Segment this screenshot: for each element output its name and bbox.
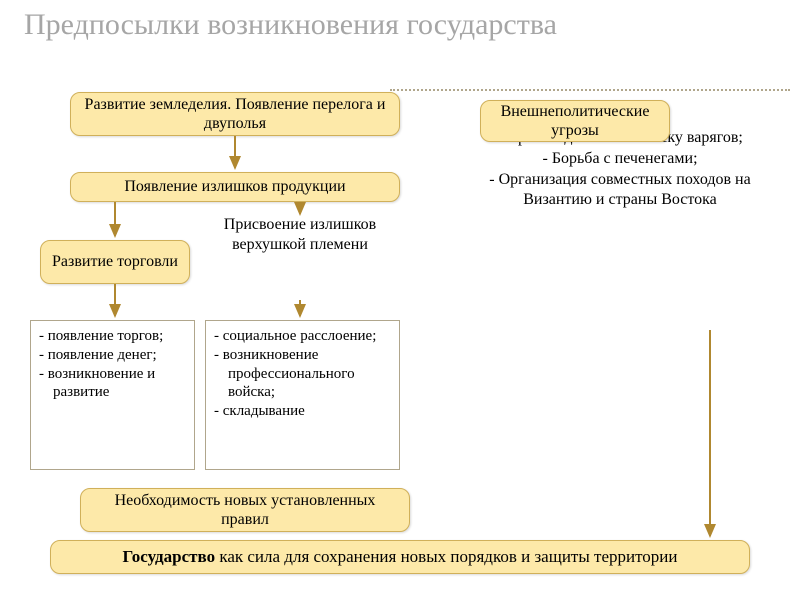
box-surplus-label: Появление излишков продукции bbox=[124, 177, 345, 196]
list-item: социальное расслоение; bbox=[228, 327, 391, 346]
title-divider bbox=[390, 89, 790, 91]
list-item: складывание bbox=[228, 402, 391, 421]
box-agriculture: Развитие земледелия. Появление перелога … bbox=[70, 92, 400, 136]
list-item: возникновение и развитие bbox=[53, 365, 186, 403]
box-trade: Развитие торговли bbox=[40, 240, 190, 284]
right-item: Борьба с печенегами; bbox=[470, 149, 770, 170]
box-agriculture-label: Развитие земледелия. Появление перелога … bbox=[81, 95, 389, 133]
box-threats: Внешнеполитические угрозы bbox=[480, 100, 670, 142]
box-necessity-label: Необходимость новых установленных правил bbox=[91, 491, 399, 529]
box-state: Государство как сила для сохранения новы… bbox=[50, 540, 750, 574]
list-item: появление торгов; bbox=[53, 327, 186, 346]
page-title: Предпосылки возникновения государства bbox=[24, 8, 557, 43]
list-item: возникновение профессионального войска; bbox=[228, 346, 391, 402]
right-item: Организация совместных походов на Визант… bbox=[470, 170, 770, 212]
state-strong: Государство bbox=[122, 547, 215, 566]
box-surplus: Появление излишков продукции bbox=[70, 172, 400, 202]
box-threats-label: Внешнеполитические угрозы bbox=[491, 102, 659, 140]
list-trade-effects: появление торгов; появление денег; возни… bbox=[30, 320, 195, 470]
state-rest: как сила для сохранения новых порядков и… bbox=[215, 547, 677, 566]
box-trade-label: Развитие торговли bbox=[52, 252, 178, 271]
list-appropriation-effects: социальное расслоение; возникновение про… bbox=[205, 320, 400, 470]
list-item: появление денег; bbox=[53, 346, 186, 365]
box-necessity: Необходимость новых установленных правил bbox=[80, 488, 410, 532]
text-appropriation: Присвоение излишков верхушкой племени bbox=[215, 215, 385, 255]
